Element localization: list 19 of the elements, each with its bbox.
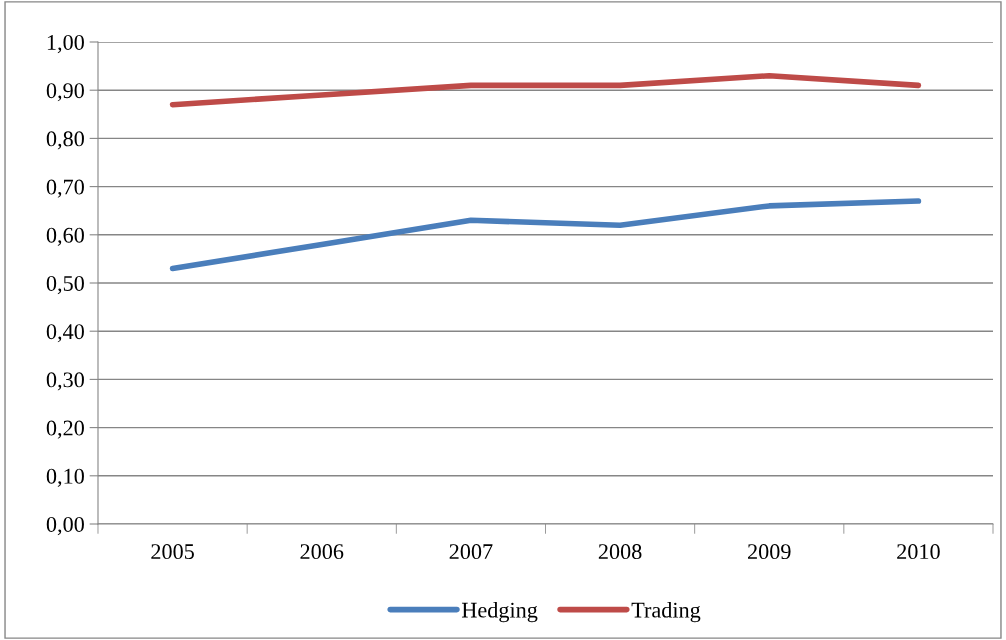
legend-label: Hedging xyxy=(461,601,538,623)
y-tick-label: 0,10 xyxy=(46,468,84,487)
x-tick-label: 2007 xyxy=(449,544,493,560)
y-tick-label: 0,80 xyxy=(46,131,84,150)
legend-label: Trading xyxy=(631,601,701,623)
y-tick-label: 1,00 xyxy=(47,34,84,54)
x-tick-label: 2008 xyxy=(598,544,642,560)
x-tick-label: 2009 xyxy=(748,544,791,560)
y-tick-label: 0,50 xyxy=(46,275,84,295)
y-tick-label: 0,30 xyxy=(46,372,84,391)
x-tick-label: 2005 xyxy=(151,544,194,560)
x-tick-label: 2010 xyxy=(897,544,940,560)
y-tick-label: 0,90 xyxy=(46,83,84,102)
y-tick-label: 0,60 xyxy=(46,227,84,246)
x-tick-label: 2006 xyxy=(300,544,344,560)
y-tick-label: 0,00 xyxy=(46,516,84,536)
y-tick-label: 0,70 xyxy=(46,179,84,198)
y-tick-label: 0,40 xyxy=(46,324,84,343)
y-tick-label: 0,20 xyxy=(46,420,84,439)
